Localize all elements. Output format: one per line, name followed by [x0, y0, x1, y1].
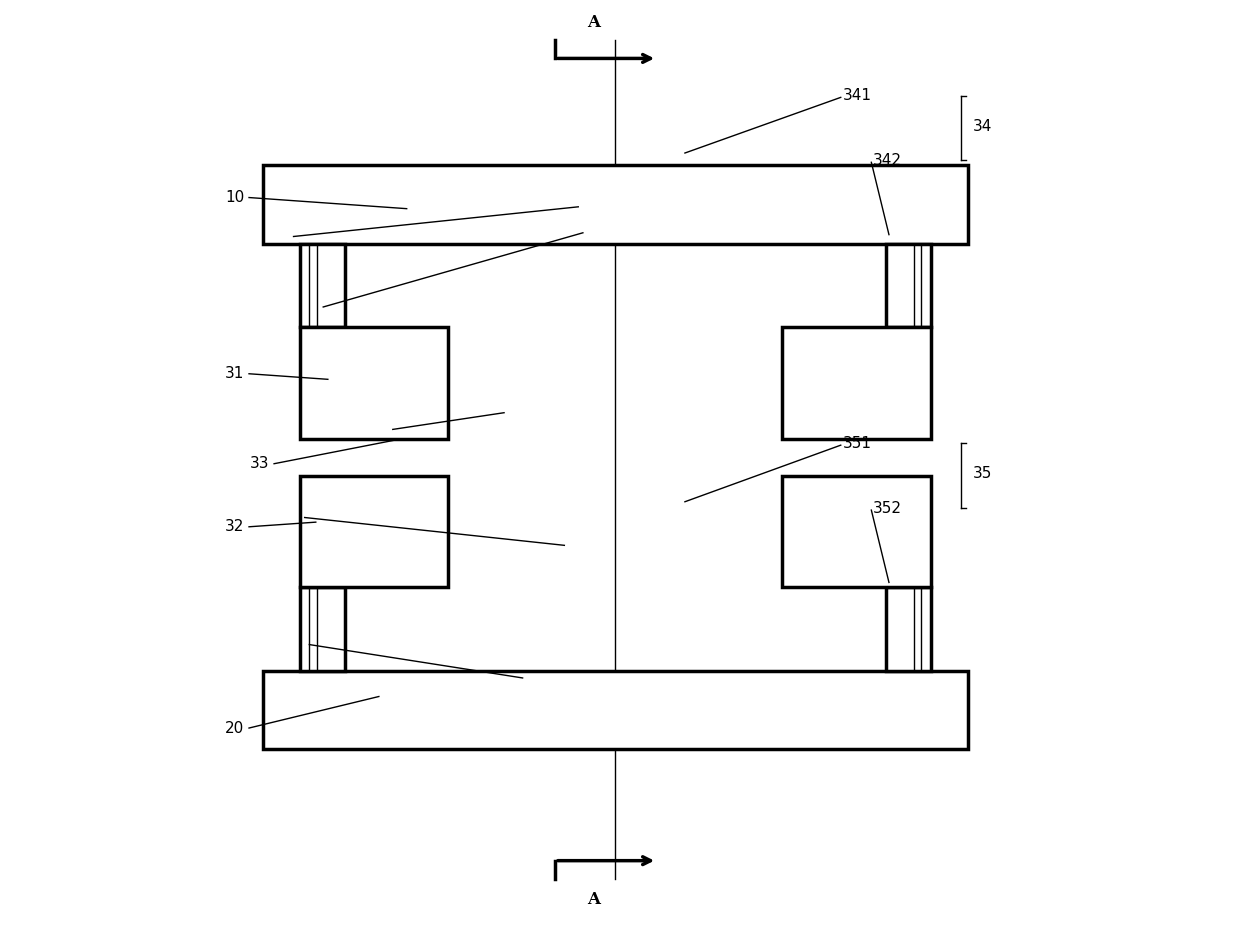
- Text: 31: 31: [224, 367, 244, 382]
- Text: 32: 32: [224, 520, 244, 535]
- Text: 33: 33: [250, 456, 269, 471]
- Text: 352: 352: [873, 501, 903, 516]
- Text: 342: 342: [873, 153, 903, 168]
- Text: 10: 10: [226, 190, 244, 205]
- Text: 35: 35: [972, 466, 992, 481]
- Bar: [782, 476, 931, 587]
- Bar: [300, 587, 345, 671]
- Bar: [782, 327, 931, 439]
- Bar: [300, 476, 449, 587]
- Bar: [887, 244, 931, 327]
- Bar: [263, 671, 967, 749]
- Text: 20: 20: [226, 720, 244, 735]
- Bar: [300, 244, 345, 327]
- Text: A: A: [588, 891, 600, 908]
- Text: 341: 341: [843, 88, 872, 103]
- Bar: [263, 165, 967, 244]
- Text: A: A: [588, 14, 600, 31]
- Text: 351: 351: [843, 436, 872, 451]
- Bar: [300, 327, 449, 439]
- Bar: [887, 587, 931, 671]
- Text: 34: 34: [972, 118, 992, 133]
